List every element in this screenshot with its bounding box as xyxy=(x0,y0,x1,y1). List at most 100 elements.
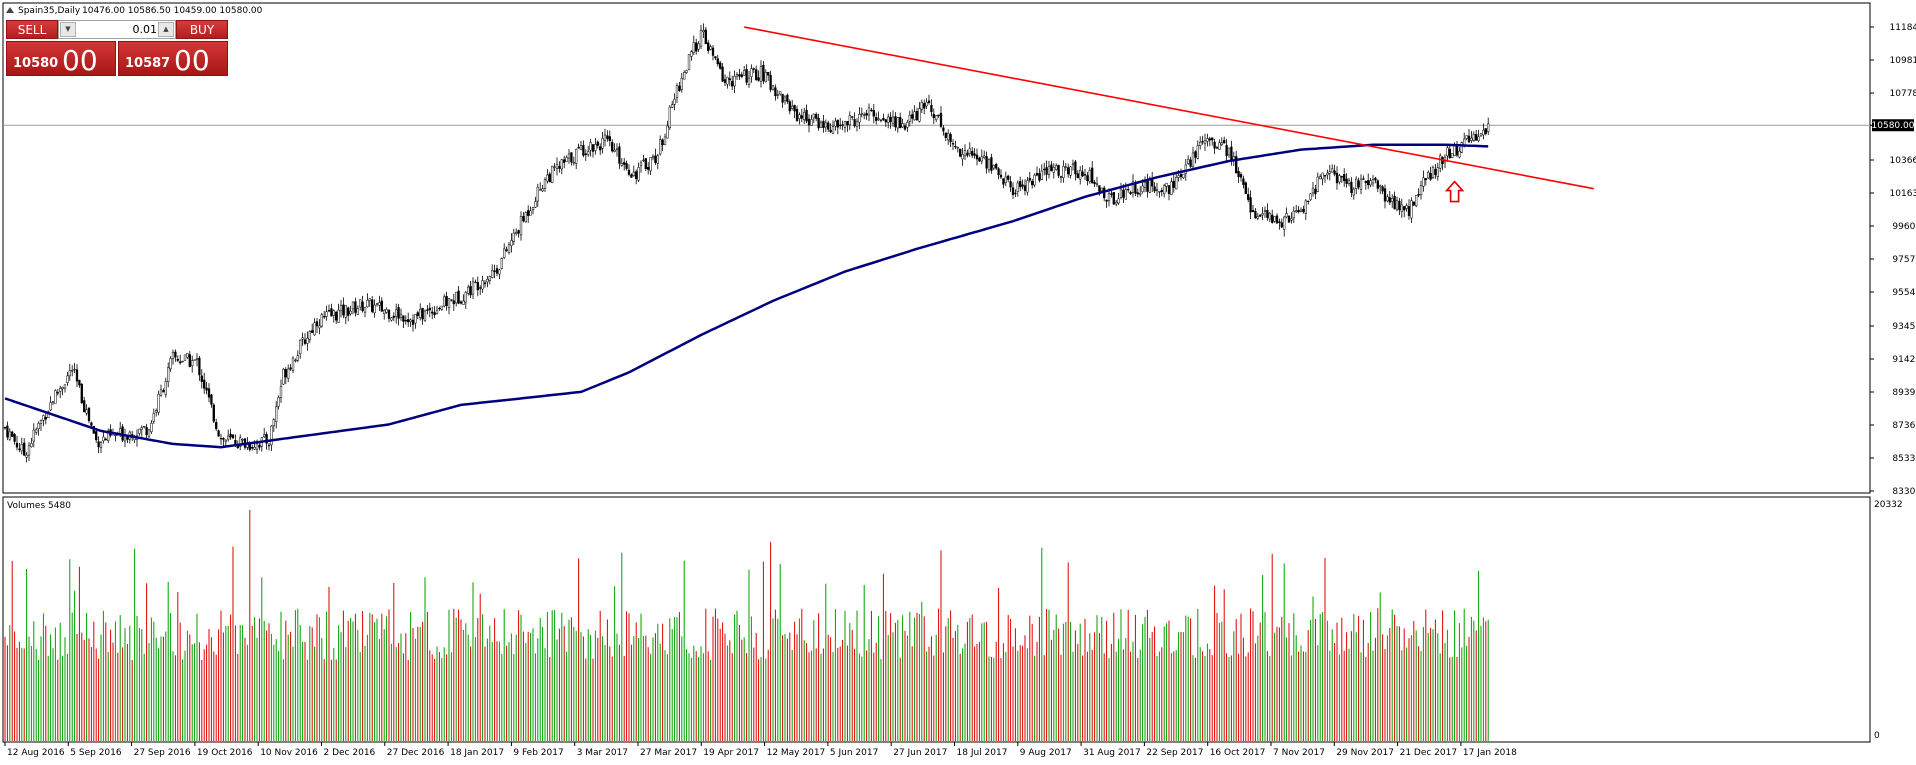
candle xyxy=(757,70,760,82)
candle xyxy=(863,112,866,120)
candle xyxy=(145,423,148,439)
candle xyxy=(378,295,381,311)
candle xyxy=(1302,205,1305,214)
candle xyxy=(330,303,333,317)
candle-body xyxy=(1369,180,1372,186)
collapse-triangle-icon[interactable] xyxy=(6,7,14,13)
candle xyxy=(1350,177,1353,198)
candle xyxy=(1328,164,1331,181)
candle-body xyxy=(1098,185,1101,192)
candle xyxy=(1251,205,1255,213)
candle xyxy=(1208,136,1211,147)
candle-body xyxy=(1009,181,1012,188)
candle xyxy=(1040,164,1043,180)
candle-body xyxy=(911,114,914,119)
candle-body xyxy=(1160,189,1163,193)
candle-body xyxy=(1364,180,1367,184)
candle xyxy=(642,154,645,163)
candle-body xyxy=(73,368,76,371)
candle xyxy=(678,82,681,92)
moving-average-line xyxy=(4,143,1489,449)
candle xyxy=(735,72,739,80)
candle xyxy=(1235,150,1238,174)
candle-body xyxy=(32,429,35,442)
candle xyxy=(848,111,851,131)
candle xyxy=(306,331,309,351)
lot-size-input[interactable] xyxy=(77,22,157,37)
candle-body xyxy=(759,66,763,82)
candle xyxy=(279,379,283,403)
candle xyxy=(704,26,707,45)
candle-body xyxy=(1182,173,1185,178)
symbol-title: Spain35,Daily xyxy=(18,6,81,16)
candle xyxy=(1019,176,1022,192)
candle xyxy=(1338,173,1341,185)
candle xyxy=(1436,162,1439,181)
candle-body xyxy=(577,146,580,149)
sell-price-button[interactable]: 10580 00 xyxy=(6,41,116,77)
resistance-trendline[interactable] xyxy=(744,26,1594,190)
candle-body xyxy=(1127,188,1130,191)
candle xyxy=(486,276,489,288)
candle xyxy=(188,351,191,368)
candle xyxy=(711,45,715,61)
date-axis-tick-label: 9 Feb 2017 xyxy=(513,748,563,758)
candle-body xyxy=(867,107,871,116)
candle xyxy=(409,318,412,327)
candle xyxy=(1335,166,1339,190)
date-axis-tick-label: 17 Jan 2018 xyxy=(1463,748,1517,758)
candle-body xyxy=(203,379,206,389)
candle xyxy=(673,93,676,111)
candle-body xyxy=(1376,180,1379,189)
candle-body xyxy=(95,431,98,441)
candle-body xyxy=(1311,187,1315,194)
candle xyxy=(843,120,847,133)
candle xyxy=(836,119,839,135)
candle xyxy=(750,64,753,83)
volume-axis-tick-label: 0 xyxy=(1874,731,1880,741)
candle xyxy=(219,433,223,446)
candle-body xyxy=(155,410,158,413)
candle xyxy=(313,318,316,336)
candle xyxy=(651,154,655,161)
candle-body xyxy=(414,314,417,324)
candle-body xyxy=(1172,180,1175,188)
candle-body xyxy=(380,300,383,312)
candle xyxy=(1225,138,1228,162)
candle xyxy=(375,302,379,307)
candle xyxy=(1160,187,1163,197)
volume-axis-tick-label: 20332 xyxy=(1874,500,1903,510)
candle-body xyxy=(1482,129,1485,136)
candle-body xyxy=(1410,200,1413,219)
candle xyxy=(1009,176,1012,192)
sell-button[interactable]: SELL xyxy=(6,20,58,39)
buy-price-button[interactable]: 10587 00 xyxy=(118,41,228,77)
candle-body xyxy=(1196,145,1199,159)
candle xyxy=(1271,209,1274,224)
candle-body xyxy=(308,331,311,340)
candle xyxy=(1172,174,1175,193)
candle-body xyxy=(1081,171,1084,177)
buy-button[interactable]: BUY xyxy=(176,20,228,39)
candle xyxy=(1319,174,1322,180)
candle-body xyxy=(1439,155,1442,169)
candle-body xyxy=(207,388,211,398)
candle xyxy=(983,150,986,160)
candle xyxy=(1429,166,1432,181)
candle-body xyxy=(1266,209,1269,218)
candle-body xyxy=(1475,134,1478,141)
candle-body xyxy=(515,232,518,234)
date-axis-tick-label: 21 Dec 2017 xyxy=(1400,748,1458,758)
candle-body xyxy=(90,422,93,426)
candle xyxy=(167,362,170,388)
candle xyxy=(985,151,988,174)
candle-body xyxy=(1362,178,1365,180)
candle xyxy=(1254,208,1257,219)
candle-body xyxy=(1417,193,1420,196)
candle-body xyxy=(971,150,974,156)
candle xyxy=(42,414,45,427)
candle-body xyxy=(608,136,611,141)
lot-decrease-button[interactable]: ▼ xyxy=(60,22,76,37)
lot-increase-button[interactable]: ▲ xyxy=(158,22,174,37)
